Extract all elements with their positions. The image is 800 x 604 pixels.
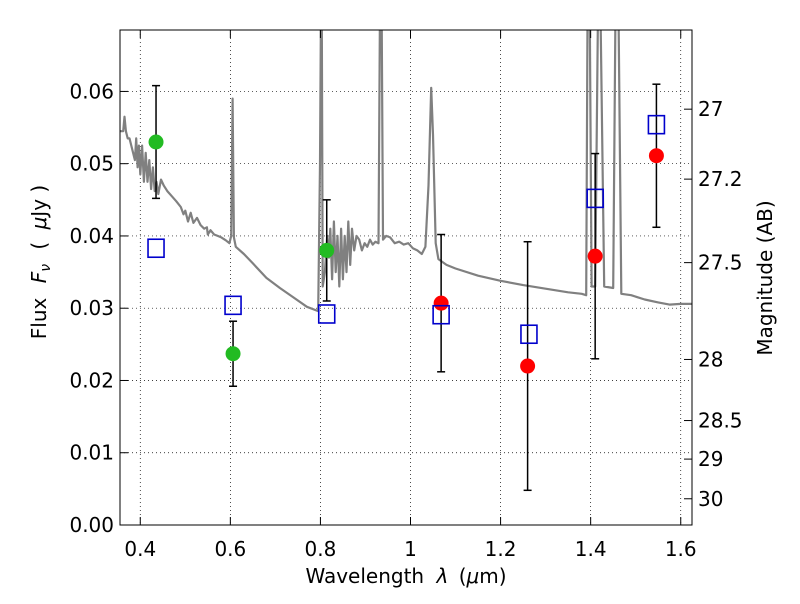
y-tick-label: 0.01	[69, 441, 114, 465]
data-point	[319, 242, 335, 258]
x-axis-label-unit-rest: m)	[479, 564, 506, 588]
x-tick-label: 1	[404, 537, 417, 561]
y2-tick-label: 29	[698, 447, 723, 471]
model-point	[317, 304, 336, 324]
y-tick-label: 0.06	[69, 79, 114, 103]
model-point	[520, 324, 538, 345]
y-axis-label-text: Flux	[27, 297, 51, 339]
y-tick-label: 0.00	[69, 513, 114, 537]
x-axis-label-symbol: λ	[435, 564, 448, 588]
y-axis-label-subscript: ν	[38, 264, 54, 272]
data-point	[433, 295, 449, 311]
y-tick-label: 0.04	[69, 224, 114, 248]
y-axis-label-unit-open: (	[27, 242, 51, 250]
y2-axis-label: Magnitude (AB)	[753, 200, 777, 355]
x-tick-label: 0.4	[124, 537, 156, 561]
y-axis-label-unit-rest: Jy )	[27, 185, 51, 219]
x-tick-label: 1.6	[665, 537, 697, 561]
model-point	[586, 188, 604, 209]
data-point	[648, 148, 664, 164]
y2-tick-label: 30	[698, 487, 723, 511]
ticks: 0.4 0.6 0.8 1 1.2 1.4 1.6 0.00 0.01 0.02 0.03 0.04 0…	[69, 30, 743, 561]
x-tick-label: 1.4	[575, 537, 607, 561]
data-point	[225, 346, 241, 362]
plot-frame	[119, 29, 693, 526]
x-axis-label-unit-open: (	[459, 564, 467, 588]
x-axis-label-unit-mu: μ	[466, 564, 480, 588]
y2-tick-label: 27	[698, 97, 723, 121]
marker-layer	[147, 114, 666, 374]
model-point	[147, 238, 165, 259]
data-point	[520, 358, 536, 374]
y2-tick-label: 27.5	[698, 251, 743, 275]
y2-tick-label: 27.2	[698, 167, 743, 191]
model-point	[647, 114, 666, 135]
y2-tick-label: 28.5	[698, 409, 743, 433]
data-point	[587, 248, 603, 264]
x-tick-label: 0.6	[214, 537, 246, 561]
x-axis-label: Wavelength λ (μm)	[305, 564, 506, 588]
x-tick-label: 1.2	[485, 537, 517, 561]
y2-tick-label: 28	[698, 347, 723, 371]
y-axis-label-symbol: F	[27, 271, 51, 283]
y-tick-label: 0.05	[69, 152, 114, 176]
x-tick-label: 0.8	[305, 537, 337, 561]
x-axis-label-text: Wavelength	[305, 564, 424, 588]
y-tick-label: 0.03	[69, 296, 114, 320]
y-axis-label: Flux Fν ( μJy )	[27, 185, 55, 339]
plot-background	[120, 30, 692, 525]
y-tick-label: 0.02	[69, 368, 114, 392]
model-point	[224, 295, 242, 316]
data-point	[148, 134, 164, 150]
model-point	[432, 304, 450, 325]
y-axis-label-unit-mu: μ	[27, 217, 51, 231]
